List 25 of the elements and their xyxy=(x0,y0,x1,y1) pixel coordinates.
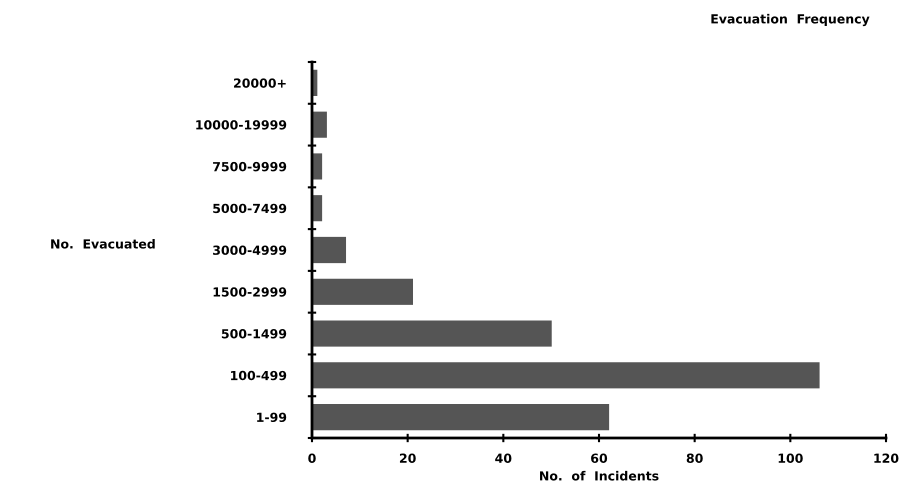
y-tick-label: 100-499 xyxy=(231,370,286,380)
x-tick-label: 120 xyxy=(874,454,898,463)
bar xyxy=(312,112,327,138)
bar xyxy=(312,404,610,430)
y-tick-label: 3000-4999 xyxy=(213,245,286,255)
y-tick-label: 500-1499 xyxy=(222,329,286,338)
x-tick-label: 100 xyxy=(778,454,803,463)
x-tick-label: 20 xyxy=(400,454,416,463)
y-tick-label: 5000-7499 xyxy=(213,204,286,214)
y-tick-label: 20000+ xyxy=(234,78,286,88)
y-tick-label: 10000-19999 xyxy=(196,120,286,130)
x-axis-title: No. of Incidents xyxy=(540,470,659,481)
x-tick-label: 0 xyxy=(308,454,316,463)
bar xyxy=(312,236,346,264)
y-tick-label: 1-99 xyxy=(257,412,286,422)
y-tick-label: 7500-9999 xyxy=(213,162,286,172)
bar xyxy=(312,278,414,305)
chart-title: Evacuation Frequency xyxy=(711,14,870,26)
x-tick-label: 40 xyxy=(495,454,512,463)
bar xyxy=(312,362,820,388)
y-axis-title: No. Evacuated xyxy=(51,238,155,249)
bar xyxy=(312,320,552,347)
x-tick-label: 80 xyxy=(686,454,703,463)
x-tick-label: 60 xyxy=(591,454,608,463)
y-tick-label: 1500-2999 xyxy=(214,287,286,297)
